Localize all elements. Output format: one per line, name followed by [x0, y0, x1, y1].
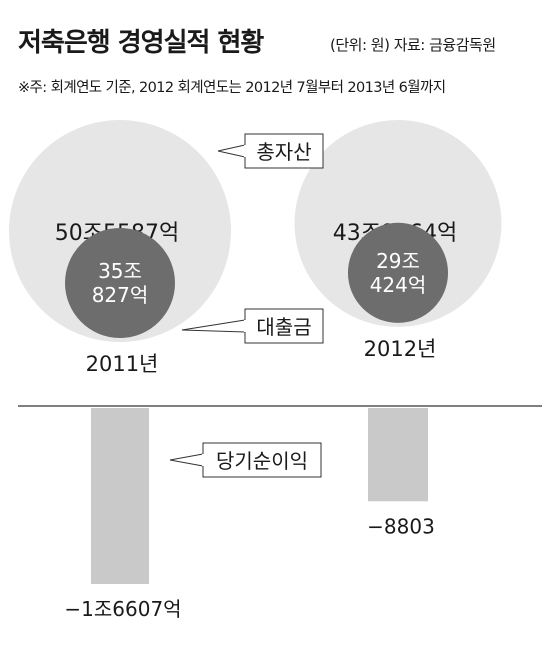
net-income-label-2: −8803 [367, 514, 435, 538]
legend-assets-pointer [217, 144, 246, 158]
loan-value-line2-2: 424억 [370, 273, 427, 297]
legend-loans-pointer [181, 319, 246, 333]
chart-title: 저축은행 경영실적 현황 [18, 28, 264, 58]
year-label-2: 2012년 [364, 337, 437, 361]
unit-source-label: (단위: 원) 자료: 금융감독원 [330, 36, 496, 54]
loan-value-line2-1: 827억 [92, 283, 149, 307]
legend-assets-label: 총자산 [256, 140, 311, 164]
legend-net-income-box [202, 442, 322, 478]
legend-net-income-label: 당기순이익 [216, 449, 308, 473]
year-label-1: 2011년 [86, 352, 159, 376]
loan-value-line1-1: 35조 [98, 259, 142, 283]
footnote: ※주: 회계연도 기준, 2012 회계연도는 2012년 7월부터 2013년… [18, 80, 446, 96]
loan-value-line1-2: 29조 [376, 249, 420, 273]
loan-bubble-2 [347, 222, 449, 323]
legend-loans-box [244, 308, 324, 344]
net-income-bar-2 [368, 408, 428, 502]
net-income-label-1: −1조6607억 [64, 597, 181, 621]
net-income-bar-1 [91, 408, 149, 584]
legend-net-income-pointer [169, 453, 204, 467]
loan-bubble-1 [65, 228, 175, 338]
legend-loans-label: 대출금 [256, 315, 311, 339]
